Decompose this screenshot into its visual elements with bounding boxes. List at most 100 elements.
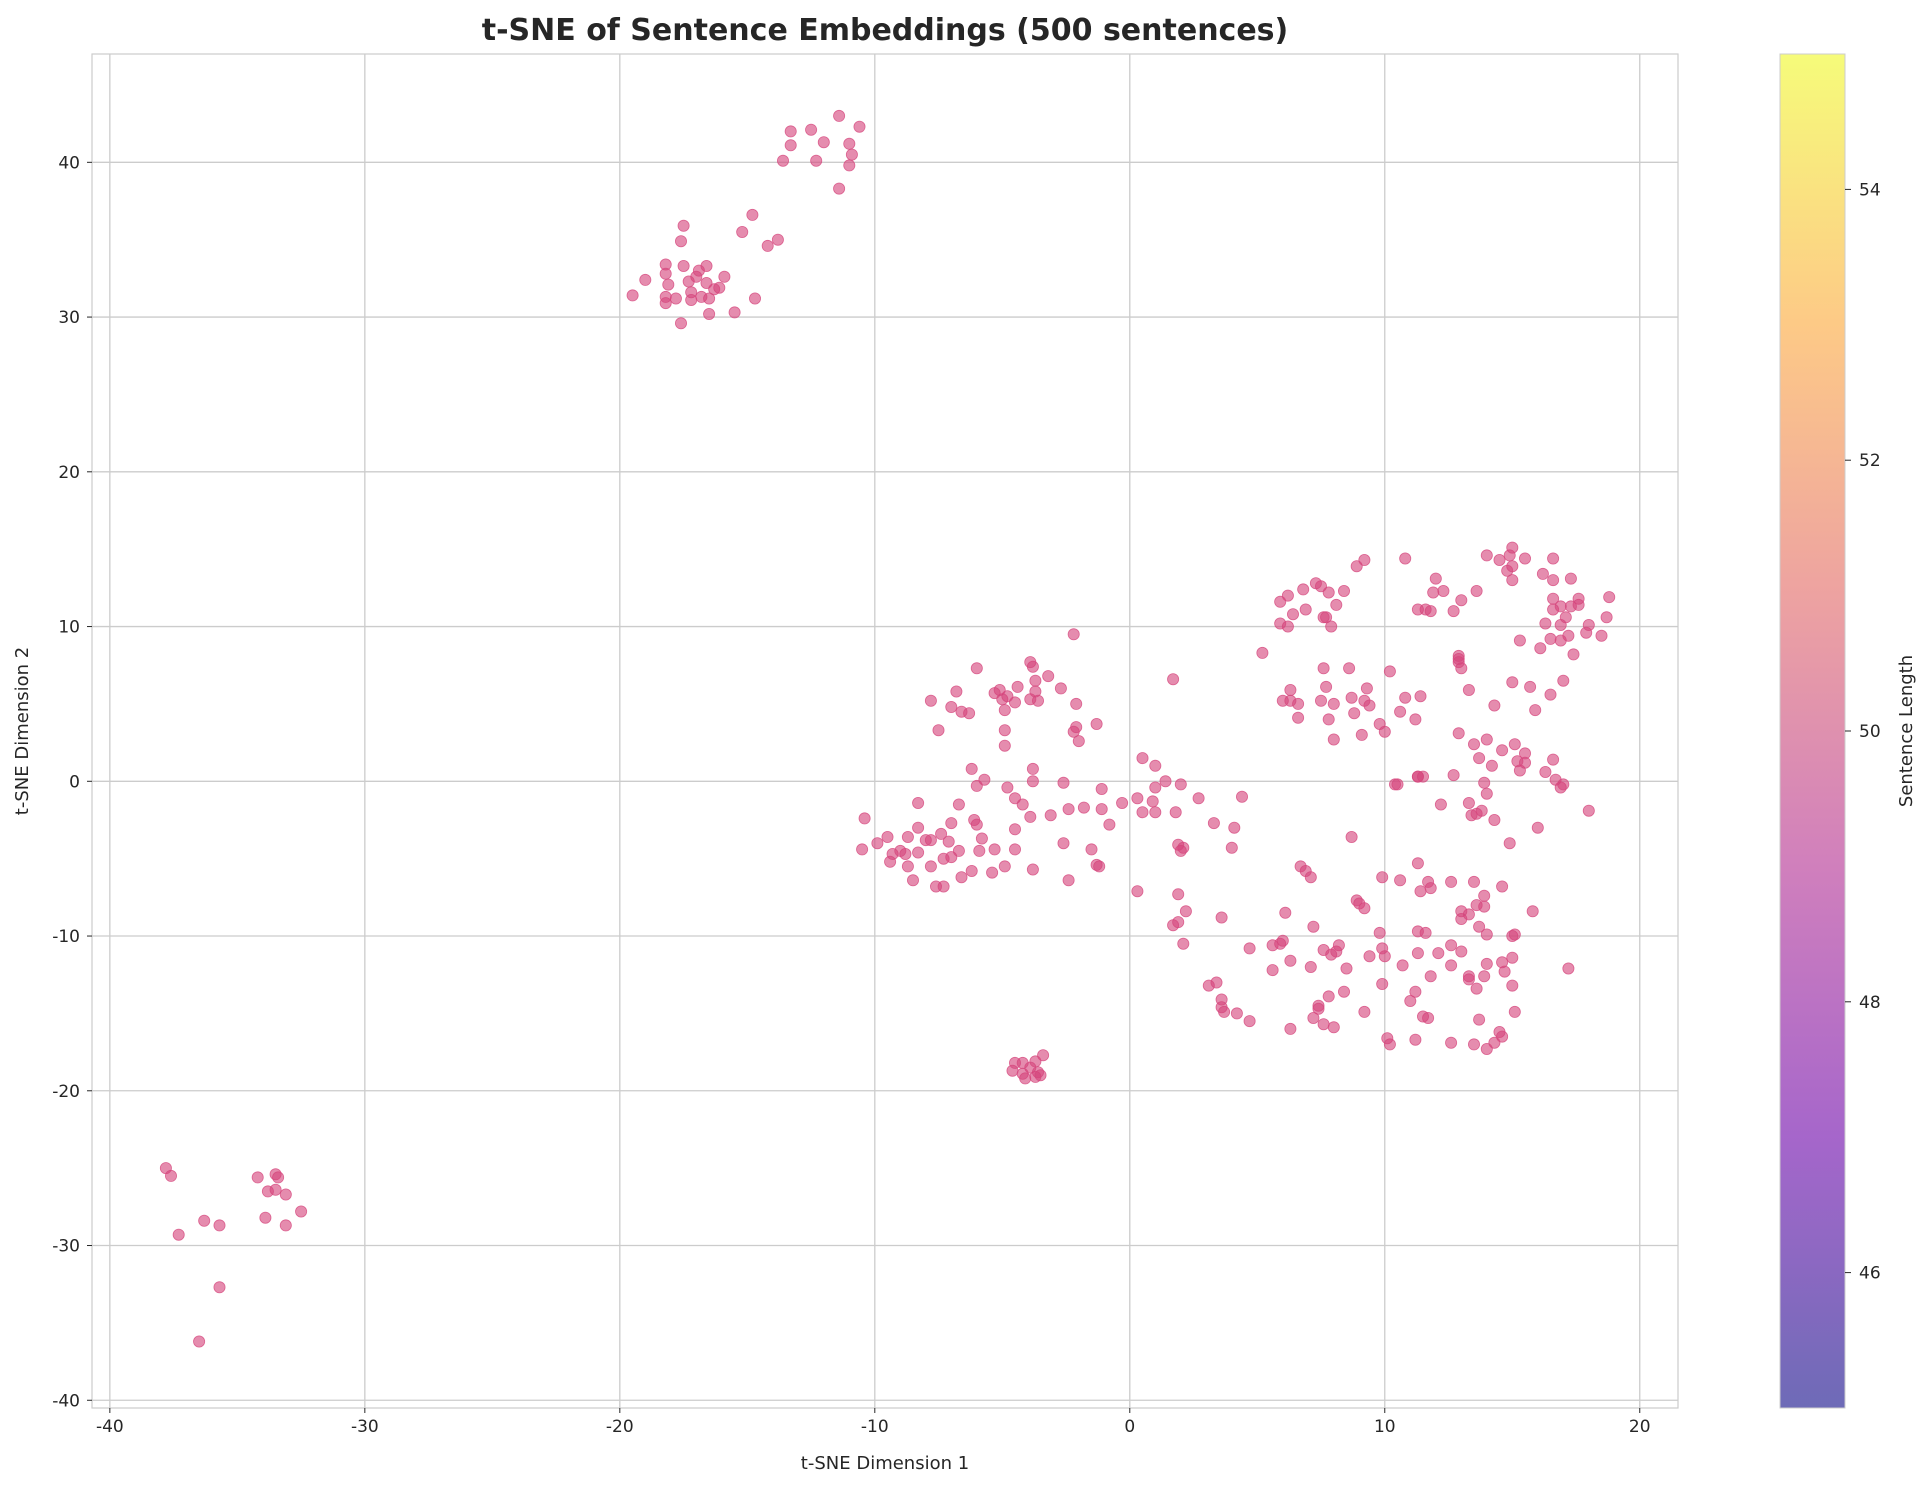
data-point [1378,725,1391,738]
x-axis-label: t-SNE Dimension 1 [801,1453,969,1474]
data-point [935,827,948,840]
data-point [955,871,968,884]
colorbar-tick-label: 50 [1859,722,1881,742]
data-point [912,846,925,859]
data-point [1167,673,1180,686]
data-point [1325,948,1338,961]
data-point [1603,591,1616,604]
y-tick-label: -40 [52,1391,80,1411]
y-tick-label: 0 [69,772,80,792]
data-point [1325,620,1338,633]
data-point [1312,1002,1325,1015]
data-point [1095,803,1108,816]
data-point [1462,973,1475,986]
data-point [1455,594,1468,607]
x-tick-label: -20 [606,1417,634,1437]
data-point [1445,959,1458,972]
data-point [703,307,716,320]
data-point [1149,806,1162,819]
data-point [771,233,784,246]
data-point [1582,804,1595,817]
data-point [1327,697,1340,710]
data-point [1167,919,1180,932]
data-point [945,817,958,830]
data-point [1478,776,1491,789]
data-point [1297,583,1310,596]
data-point [1409,985,1422,998]
data-point [1557,674,1570,687]
plot-area [91,53,1679,1409]
data-point [1383,1038,1396,1051]
x-tick-label: 10 [1374,1417,1396,1437]
data-point [858,812,871,825]
data-point [1345,691,1358,704]
data-point [1292,711,1305,724]
data-point [1547,603,1560,616]
data-point [784,125,797,138]
data-point [853,120,866,133]
data-point [1462,797,1475,810]
data-point [1524,680,1537,693]
data-point [1287,608,1300,621]
y-tick-label: -30 [52,1237,80,1257]
data-point [1485,759,1498,772]
data-point [1174,778,1187,791]
data-point [1411,857,1424,870]
data-point [1363,699,1376,712]
data-point [1562,962,1575,975]
data-point [1473,1013,1486,1026]
data-point [1348,707,1361,720]
data-point [1434,798,1447,811]
data-point [924,860,937,873]
data-point [970,779,983,792]
data-point [871,837,884,850]
colorbar-tick-label: 48 [1859,993,1881,1013]
data-point [1103,818,1116,831]
data-point [1009,696,1022,709]
data-point [1116,797,1129,810]
data-point [1330,598,1343,611]
data-point [1513,764,1526,777]
data-point [703,292,716,305]
data-point [1192,792,1205,805]
data-point [213,1281,226,1294]
data-point [659,297,672,310]
data-point [1284,954,1297,967]
data-point [833,182,846,195]
data-point [259,1211,272,1224]
data-point [1526,905,1539,918]
data-point [682,275,695,288]
data-point [1503,837,1516,850]
data-point [1067,725,1080,738]
data-point [963,707,976,720]
data-point [1503,549,1516,562]
data-point [626,289,639,302]
data-point [272,1171,285,1184]
data-point [1230,1007,1243,1020]
colorbar-gradient [1780,54,1845,1408]
data-point [1429,572,1442,585]
x-tick-label: 0 [1124,1417,1135,1437]
data-point [708,283,721,296]
data-point [881,831,894,844]
data-point [998,860,1011,873]
data-point [761,239,774,252]
data-point [1072,735,1085,748]
data-point [1468,738,1481,751]
data-point [1506,951,1519,964]
data-point [1396,959,1409,972]
plot-background [92,54,1678,1408]
data-point [1480,733,1493,746]
data-point [746,208,759,221]
data-point [1534,642,1547,655]
data-point [677,219,690,232]
x-tick-label: -30 [351,1417,379,1437]
data-point [1085,843,1098,856]
data-point [1011,680,1024,693]
data-point [777,154,790,167]
data-point [1600,611,1613,624]
data-point [950,685,963,698]
data-point [1409,713,1422,726]
y-tick-label: -10 [52,927,80,947]
